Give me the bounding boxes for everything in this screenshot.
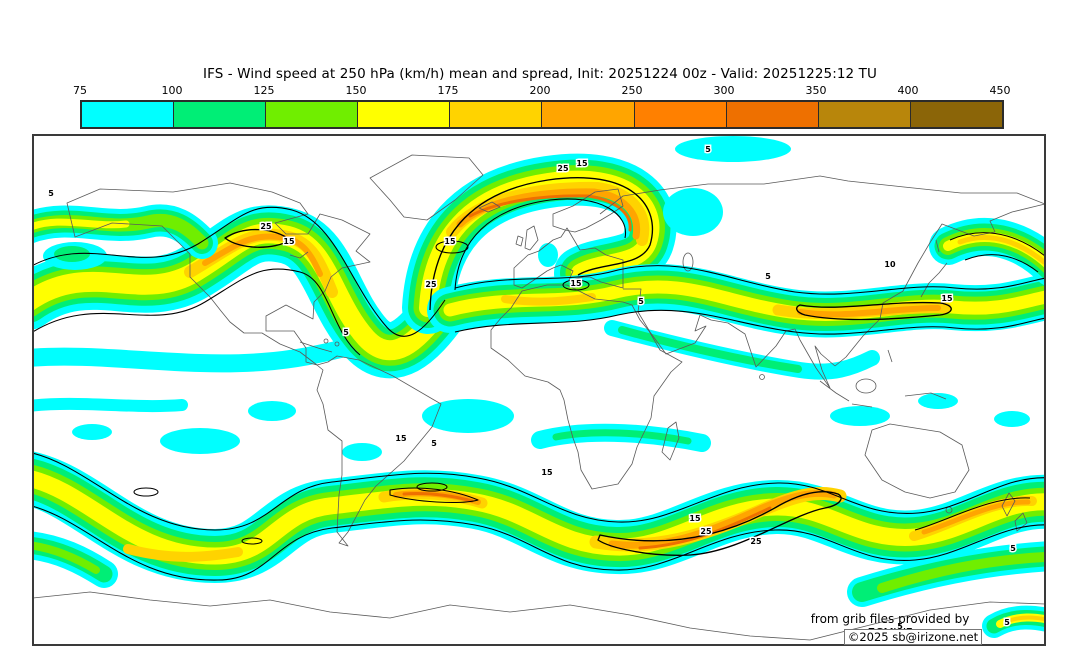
contour-label-5: 5: [1004, 618, 1010, 627]
colorbar-segment-125-150: [266, 102, 359, 127]
colorbar-segment-200-250: [542, 102, 635, 127]
colorbar: [80, 100, 1004, 129]
contour-label-25: 25: [700, 527, 712, 536]
colorbar-tick-150: 150: [345, 84, 367, 97]
map-frame: [32, 134, 1046, 646]
contour-label-5: 5: [431, 439, 437, 448]
colorbar-segment-75-100: [82, 102, 175, 127]
colorbar-tick-labels: 75 100 125 150 175 200 250 300 350 400 450: [73, 84, 1011, 98]
colorbar-segment-100-125: [174, 102, 267, 127]
colorbar-segment-250-300: [634, 102, 727, 127]
attribution-copyright: ©2025 sb@irizone.net: [844, 629, 982, 645]
colorbar-segment-150-175: [358, 102, 451, 127]
contour-label-5: 5: [897, 622, 903, 631]
contour-label-15: 15: [570, 279, 582, 288]
contour-label-15: 15: [689, 514, 701, 523]
contour-label-5: 5: [765, 272, 771, 281]
contour-label-15: 15: [283, 237, 295, 246]
contour-label-25: 25: [750, 537, 762, 546]
coastlines: [33, 154, 1045, 641]
contour-label-25: 25: [425, 280, 437, 289]
contour-label-5: 5: [638, 297, 644, 306]
colorbar-tick-100: 100: [161, 84, 183, 97]
colorbar-segment-300-350: [726, 102, 819, 127]
chart-title: IFS - Wind speed at 250 hPa (km/h) mean …: [203, 66, 877, 82]
colorbar-tick-200: 200: [529, 84, 551, 97]
contour-label-15: 15: [444, 237, 456, 246]
spread-contours: [33, 177, 1045, 581]
colorbar-tick-350: 350: [805, 84, 827, 97]
contour-label-5: 5: [1010, 544, 1016, 553]
contour-label-15: 15: [541, 468, 553, 477]
contour-label-15: 15: [576, 159, 588, 168]
colorbar-tick-75: 75: [73, 84, 87, 97]
colorbar-tick-300: 300: [713, 84, 735, 97]
contour-label-25: 25: [557, 164, 569, 173]
colorbar-tick-450: 450: [989, 84, 1011, 97]
contour-labels: 5 25 15 15 25 5 25 15 5 15 5 5 10 15 15 5 15 15 25 25 5 5 5: [47, 144, 1018, 633]
wind-speed-bands: [33, 136, 1045, 638]
colorbar-tick-250: 250: [621, 84, 643, 97]
colorbar-tick-400: 400: [897, 84, 919, 97]
colorbar-tick-175: 175: [437, 84, 459, 97]
contour-label-5: 5: [705, 145, 711, 154]
colorbar-tick-125: 125: [253, 84, 275, 97]
contour-label-5: 5: [343, 328, 349, 337]
contour-label-25: 25: [260, 222, 272, 231]
colorbar-segment-175-200: [450, 102, 543, 127]
contour-label-10: 10: [884, 260, 896, 269]
contour-label-15: 15: [941, 294, 953, 303]
contour-label-15: 15: [395, 434, 407, 443]
colorbar-segment-400-450: [910, 102, 1002, 127]
contour-label-5: 5: [48, 189, 54, 198]
colorbar-segment-350-400: [818, 102, 911, 127]
